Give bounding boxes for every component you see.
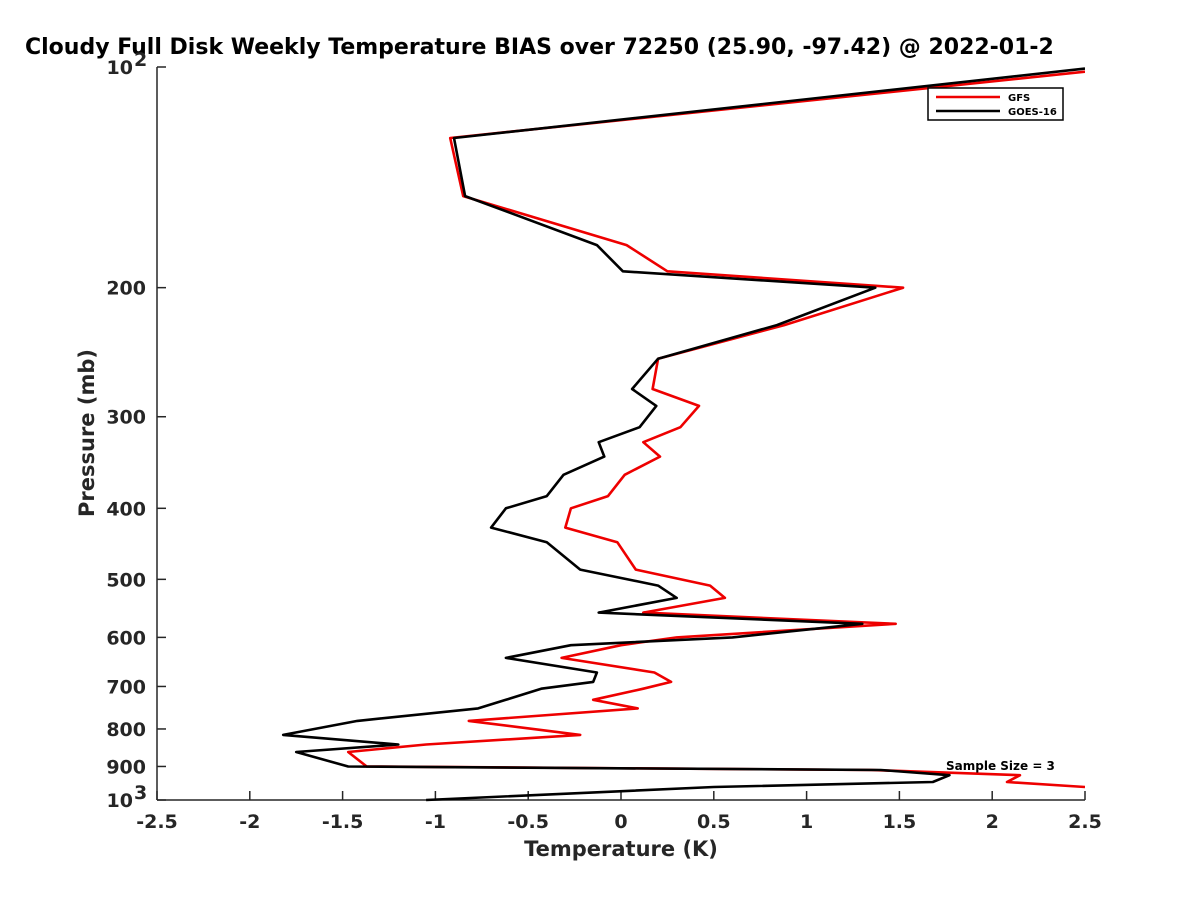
y-tick-label: 200 — [106, 278, 146, 300]
y-tick-label: 500 — [106, 569, 146, 591]
sample-size-annotation: Sample Size = 3 — [946, 759, 1055, 773]
legend-box — [927, 87, 1064, 121]
x-axis-label: Temperature (K) — [524, 837, 718, 861]
y-tick-label: 300 — [106, 407, 146, 429]
x-tick-label: -0.5 — [507, 811, 549, 833]
series-layer — [281, 67, 1085, 802]
x-tick-label: 1.5 — [883, 811, 917, 833]
y-tick-label: 900 — [106, 756, 146, 778]
y-tick-exponent: 3 — [134, 782, 147, 804]
x-tick-label: 2.5 — [1068, 811, 1102, 833]
y-tick-label: 400 — [106, 498, 146, 520]
x-tick-label: 0.5 — [697, 811, 731, 833]
x-tick-label: -1.5 — [322, 811, 364, 833]
y-tick-exponent: 2 — [134, 49, 147, 71]
y-axis-label: Pressure (mb) — [75, 349, 99, 517]
legend-label: GFS — [1008, 93, 1030, 104]
y-tick-label: 700 — [106, 676, 146, 698]
x-axis: -2.5 -2 -1.5 -1 -0.5 0 0.5 1 1.5 2 2.5 — [136, 791, 1102, 833]
legend: GFS GOES-16 — [927, 87, 1064, 121]
y-tick-label: 10 — [107, 790, 133, 812]
series-line-gfs — [346, 70, 1085, 789]
y-tick-label: 10 — [107, 57, 133, 79]
x-tick-label: 2 — [986, 811, 999, 833]
series-line-goes-16 — [281, 67, 1085, 802]
series-group — [281, 67, 1085, 802]
y-tick-label: 800 — [106, 719, 146, 741]
legend-label: GOES-16 — [1008, 107, 1057, 118]
chart-title: Cloudy Full Disk Weekly Temperature BIAS… — [25, 35, 1054, 60]
x-tick-label: 0 — [614, 811, 627, 833]
x-tick-label: 1 — [800, 811, 813, 833]
x-tick-label: -1 — [425, 811, 446, 833]
x-tick-label: -2 — [239, 811, 260, 833]
y-tick-label: 600 — [106, 627, 146, 649]
x-tick-label: -2.5 — [136, 811, 178, 833]
